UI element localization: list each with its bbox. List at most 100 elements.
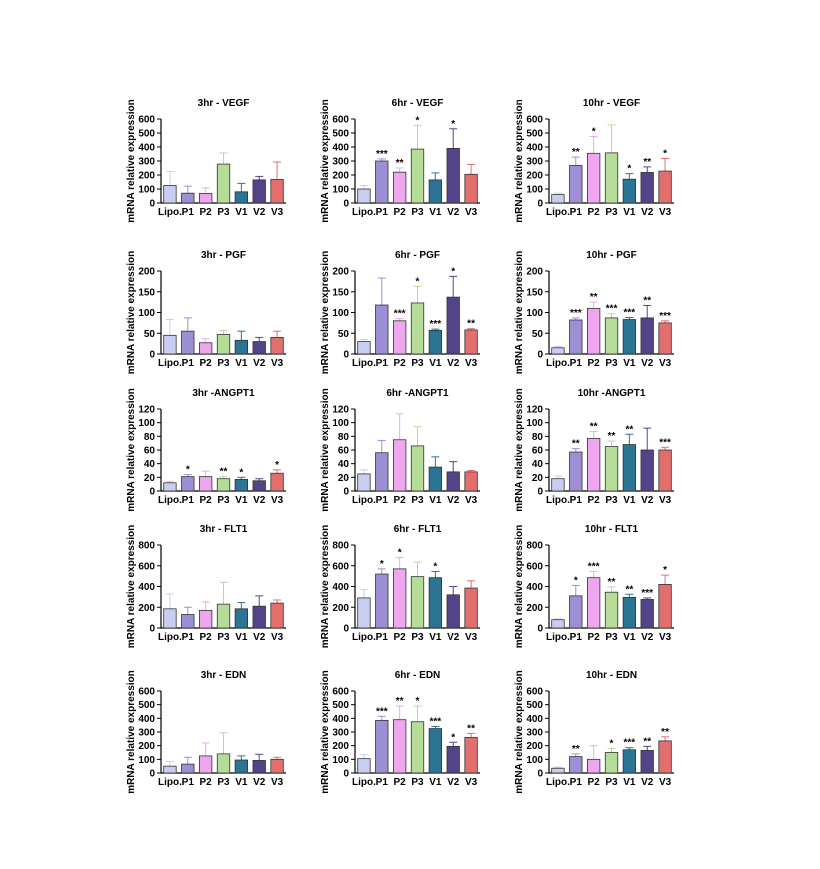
y-tick-label: 400 (138, 714, 155, 725)
bar-v1 (428, 329, 443, 355)
category-label: P1 (376, 632, 389, 643)
chart-panel: 3hr - FLT1 mRNA relative expression 0 200 40… (126, 524, 286, 648)
bar-v3 (270, 179, 284, 204)
category-label: Lipo. (546, 495, 570, 506)
y-axis-label: mRNA relative expression (126, 670, 137, 794)
y-tick-label: 400 (138, 582, 155, 593)
chart-panel: 6hr - PGF mRNA relative expression 0 50 100 1… (320, 250, 480, 374)
bar-lipo (163, 334, 177, 355)
bar-v2 (446, 471, 460, 492)
y-tick-label: 0 (149, 350, 155, 361)
bar-p2 (392, 439, 407, 492)
bar-p2 (198, 755, 213, 774)
category-label: P3 (605, 358, 618, 369)
significance-marker: ** (590, 292, 598, 303)
y-tick-label: 400 (332, 143, 349, 154)
significance-marker: ** (396, 158, 404, 169)
bar-p2 (586, 437, 601, 492)
bar-v2 (446, 296, 460, 355)
bar-v1 (622, 596, 637, 629)
y-tick-label: 0 (149, 199, 155, 210)
significance-marker: ** (467, 723, 475, 734)
bar-v2 (640, 449, 654, 492)
bar-p1 (375, 160, 389, 204)
bar-v1 (234, 191, 249, 204)
significance-marker: * (433, 561, 437, 572)
category-label: P3 (217, 207, 230, 218)
significance-marker: * (186, 465, 190, 476)
y-tick-label: 100 (526, 418, 543, 429)
bar-v2 (640, 317, 654, 355)
significance-marker: *** (659, 437, 671, 448)
y-tick-label: 500 (332, 700, 349, 711)
y-tick-label: 600 (138, 687, 155, 698)
y-tick-label: 60 (338, 446, 350, 457)
y-tick-label: 0 (537, 487, 543, 498)
bar-p3 (604, 446, 619, 492)
category-label: V3 (271, 207, 284, 218)
category-label: Lipo. (158, 207, 182, 218)
y-tick-label: 500 (332, 129, 349, 140)
category-label: P3 (411, 495, 424, 506)
bar-p3 (604, 152, 619, 204)
significance-marker: * (592, 127, 596, 138)
bar-p3 (410, 721, 425, 774)
y-tick-label: 600 (332, 115, 349, 126)
bar-v3 (464, 173, 478, 204)
category-label: Lipo. (158, 495, 182, 506)
bar-p1 (569, 756, 583, 774)
significance-marker: ** (467, 319, 475, 330)
y-tick-label: 200 (526, 741, 543, 752)
category-label: V1 (429, 632, 442, 643)
bar-lipo (163, 185, 177, 204)
bar-p3 (604, 752, 619, 774)
category-label: P2 (394, 495, 407, 506)
category-label: V1 (235, 207, 248, 218)
bar-v3 (658, 170, 672, 204)
category-label: V2 (447, 358, 460, 369)
bar-p2 (586, 307, 601, 355)
category-label: P2 (200, 495, 213, 506)
y-tick-label: 200 (138, 603, 155, 614)
y-tick-label: 100 (138, 418, 155, 429)
y-tick-label: 800 (332, 541, 349, 552)
category-label: P2 (588, 632, 601, 643)
category-label: V3 (659, 495, 672, 506)
category-label: P1 (376, 495, 389, 506)
category-label: V1 (623, 358, 636, 369)
significance-marker: * (663, 565, 667, 576)
panel-title: 6hr - EDN (395, 670, 441, 681)
category-label: P1 (182, 495, 195, 506)
category-label: P1 (570, 495, 583, 506)
y-axis-label: mRNA relative expression (514, 388, 525, 512)
chart-panel: 3hr - EDN mRNA relative expression 0 100 200… (126, 670, 286, 794)
y-tick-label: 300 (526, 728, 543, 739)
category-label: P2 (394, 207, 407, 218)
chart-panel: 6hr -ANGPT1 mRNA relative expression 0 20 40… (320, 388, 480, 512)
category-label: V3 (271, 495, 284, 506)
bar-v2 (252, 480, 266, 492)
significance-marker: *** (430, 717, 442, 728)
bar-v3 (464, 471, 478, 492)
y-axis-label: mRNA relative expression (126, 251, 137, 375)
bar-v2 (640, 172, 654, 204)
y-tick-label: 200 (332, 267, 349, 278)
category-label: P1 (182, 358, 195, 369)
bar-v1 (428, 577, 443, 629)
category-label: V3 (465, 358, 478, 369)
y-tick-label: 20 (338, 473, 350, 484)
bar-p2 (198, 609, 213, 629)
bar-v3 (658, 740, 672, 774)
category-label: V1 (623, 207, 636, 218)
y-tick-label: 300 (332, 728, 349, 739)
y-tick-label: 40 (532, 459, 544, 470)
significance-marker: ** (608, 577, 616, 588)
panel-title: 3hr -ANGPT1 (192, 388, 255, 399)
significance-marker: ** (590, 422, 598, 433)
bar-v3 (270, 758, 284, 774)
category-label: V2 (641, 358, 654, 369)
significance-marker: * (627, 164, 631, 175)
y-tick-label: 0 (343, 487, 349, 498)
bar-p1 (375, 573, 389, 629)
bar-p1 (375, 719, 389, 774)
